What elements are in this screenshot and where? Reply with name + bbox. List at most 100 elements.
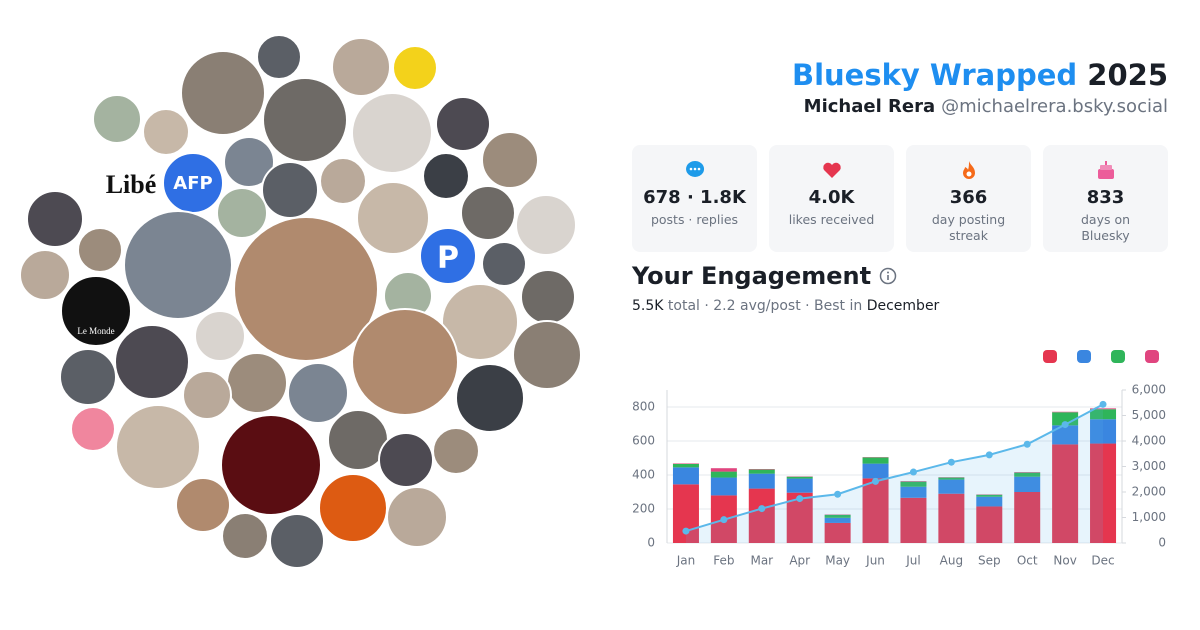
line-marker xyxy=(872,477,880,485)
avatar xyxy=(194,310,246,362)
cumulative-line xyxy=(685,403,1104,533)
bar-segment xyxy=(1052,411,1079,413)
bar-segment xyxy=(1052,444,1079,543)
avatar xyxy=(114,324,190,400)
stat-value: 4.0K xyxy=(808,187,855,208)
avatar xyxy=(512,320,582,390)
x-tick-label: Oct xyxy=(1017,554,1038,568)
line-marker xyxy=(720,516,728,524)
avatar xyxy=(77,227,123,273)
bar-segment xyxy=(786,478,813,493)
avatar-cloud: Libé AFP Le Monde P xyxy=(19,34,582,569)
line-marker xyxy=(1061,421,1069,429)
best-month: December xyxy=(866,298,940,314)
avatar xyxy=(220,414,322,516)
y2-tick-label: 1,000 xyxy=(1132,510,1166,524)
avatar xyxy=(481,241,527,287)
x-tick-label: Sep xyxy=(978,554,1001,568)
bar-segment xyxy=(938,477,965,480)
stat-label: posts · replies xyxy=(650,212,739,227)
bar-segment xyxy=(862,478,889,543)
engagement-chart: 0 200 400 600 800 0 1,000 2,000 3,000 4,000 5,000 6… xyxy=(632,350,1166,568)
stat-label: days on Bluesky xyxy=(1080,212,1131,243)
stat-label: likes received xyxy=(788,212,875,227)
y-tick-label: 400 xyxy=(632,468,655,482)
bar-segment xyxy=(938,493,965,543)
avatar xyxy=(223,136,275,188)
bar-segment xyxy=(710,477,737,496)
avatar xyxy=(102,156,160,214)
bar-segment xyxy=(1014,492,1041,543)
avatar xyxy=(331,37,391,97)
avatar xyxy=(221,512,269,560)
avatar-logo: Le Monde xyxy=(77,326,114,336)
bar-segment xyxy=(1090,443,1117,543)
avatar xyxy=(460,185,516,241)
stat-card: 678 · 1.8K posts · replies xyxy=(632,145,757,252)
header: Bluesky Wrapped 2025 Michael Rera @michae… xyxy=(792,58,1168,117)
total: 5.5K xyxy=(632,298,664,314)
line-marker xyxy=(758,505,766,513)
line-marker xyxy=(1023,440,1031,448)
avatar xyxy=(26,190,84,248)
y-tick-label: 200 xyxy=(632,502,655,516)
bar-segment xyxy=(900,497,927,543)
title-brand: Bluesky Wrapped xyxy=(791,58,1078,92)
avatar xyxy=(261,161,319,219)
y-tick-label: 600 xyxy=(632,434,655,448)
info-icon[interactable] xyxy=(879,267,897,285)
bar-segment xyxy=(1014,472,1041,477)
title: Bluesky Wrapped 2025 xyxy=(792,58,1168,92)
bar-segment xyxy=(1014,476,1041,492)
icon xyxy=(822,162,841,178)
x-tick-label: Feb xyxy=(713,554,734,568)
bar-segment xyxy=(786,476,813,479)
bar-segment xyxy=(824,514,851,518)
stat-card: 366 day posting streak xyxy=(906,145,1031,252)
y2-tick-label: 4,000 xyxy=(1132,434,1166,448)
x-tick-label: Apr xyxy=(789,554,810,568)
bar-segment xyxy=(672,467,699,485)
bar-segment xyxy=(1052,425,1079,445)
avatar xyxy=(70,406,116,452)
line-marker xyxy=(909,468,917,476)
line-marker xyxy=(834,490,842,498)
avatar-logo: P xyxy=(437,241,459,276)
stat-value: 366 xyxy=(949,187,988,208)
icon xyxy=(685,161,704,179)
bar-segment xyxy=(862,463,889,479)
engagement-heading: Your Engagement xyxy=(632,262,872,290)
avatar xyxy=(386,486,448,548)
y2-tick-label: 0 xyxy=(1158,536,1166,550)
bar-segment xyxy=(1014,472,1041,473)
engagement: Your Engagement 5.5K total · 2.2 avg/pos… xyxy=(632,262,939,314)
y2-tick-label: 3,000 xyxy=(1132,459,1166,473)
avatar xyxy=(60,275,132,347)
avatar xyxy=(287,362,349,424)
y2-tick-label: 2,000 xyxy=(1132,485,1166,499)
stat-value: 678 · 1.8K xyxy=(643,187,746,208)
legend-icon xyxy=(1111,350,1125,363)
x-tick-label: Jul xyxy=(905,554,920,568)
avatar-logo: AFP xyxy=(173,173,212,194)
stat-card: 833 days on Bluesky xyxy=(1043,145,1168,252)
avatar xyxy=(356,181,430,255)
avatar xyxy=(481,131,539,189)
bar-segment xyxy=(672,463,699,464)
avatar xyxy=(351,92,433,174)
avatar xyxy=(92,94,142,144)
x-tick-label: Aug xyxy=(940,554,963,568)
bar-segment xyxy=(1090,408,1117,410)
avatar xyxy=(419,227,477,285)
y2-tick-label: 5,000 xyxy=(1132,408,1166,422)
legend-icon xyxy=(1077,350,1091,363)
bar-segment xyxy=(748,488,775,543)
avatar xyxy=(182,370,232,420)
bar-segment xyxy=(976,496,1003,507)
avatar xyxy=(262,77,348,163)
legend-icon xyxy=(1043,350,1057,363)
bar-segment xyxy=(672,463,699,468)
avatar xyxy=(59,348,117,406)
